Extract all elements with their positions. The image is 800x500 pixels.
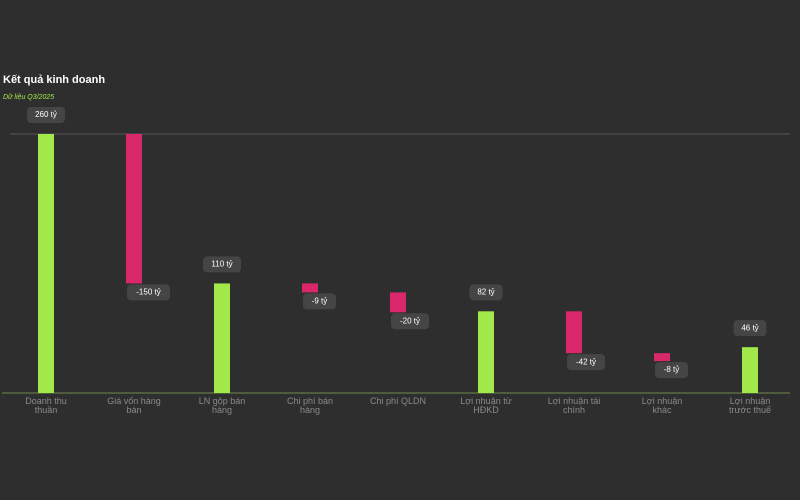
value-label-bg (27, 107, 65, 123)
x-tick-label: Giá vốn hàng bán (107, 396, 161, 415)
value-label: -42 tỷ (576, 357, 596, 366)
x-tick-label: Doanh thu thuần (25, 396, 67, 415)
value-label-bg (733, 320, 767, 337)
value-label: 260 tỷ (35, 110, 57, 119)
x-tick-label: Lợi nhuận tài chính (548, 396, 600, 415)
chart-subtitle: Dữ liệu Q3/2025 (3, 94, 54, 101)
value-label: -8 tỷ (664, 365, 680, 374)
bar (214, 283, 230, 393)
bar (38, 134, 54, 393)
x-tick-label: Chi phí QLDN (370, 396, 426, 406)
value-label: 82 tỷ (477, 287, 494, 296)
value-label-bg (469, 284, 503, 301)
x-tick-label: Chi phí bán hàng (287, 396, 333, 415)
value-label: 46 tỷ (741, 323, 758, 332)
value-label-bg (203, 256, 241, 273)
bar (126, 134, 142, 284)
x-tick-label: LN gộp bán hàng (199, 396, 246, 415)
chart-title: Kết quả kinh doanh (3, 74, 105, 86)
x-tick-label: Lợi nhuận trước thuế (729, 396, 771, 415)
value-label-bg (303, 293, 336, 310)
x-tick-label: Lợi nhuận từ HĐKD (460, 396, 511, 415)
bar (302, 283, 318, 293)
bar (566, 311, 582, 354)
x-tick-label: Lợi nhuận khác (642, 396, 682, 415)
value-label: -150 tỷ (136, 288, 160, 297)
bar (478, 311, 494, 393)
bar (654, 353, 670, 362)
bar (390, 292, 406, 313)
value-label: 110 tỷ (211, 260, 232, 269)
value-label: -9 tỷ (312, 296, 328, 305)
value-label-bg (391, 313, 429, 330)
bar (742, 347, 758, 393)
value-label: -20 tỷ (400, 316, 420, 325)
value-label-bg (567, 354, 605, 371)
value-label-bg (655, 362, 688, 379)
value-label-bg (127, 284, 170, 301)
